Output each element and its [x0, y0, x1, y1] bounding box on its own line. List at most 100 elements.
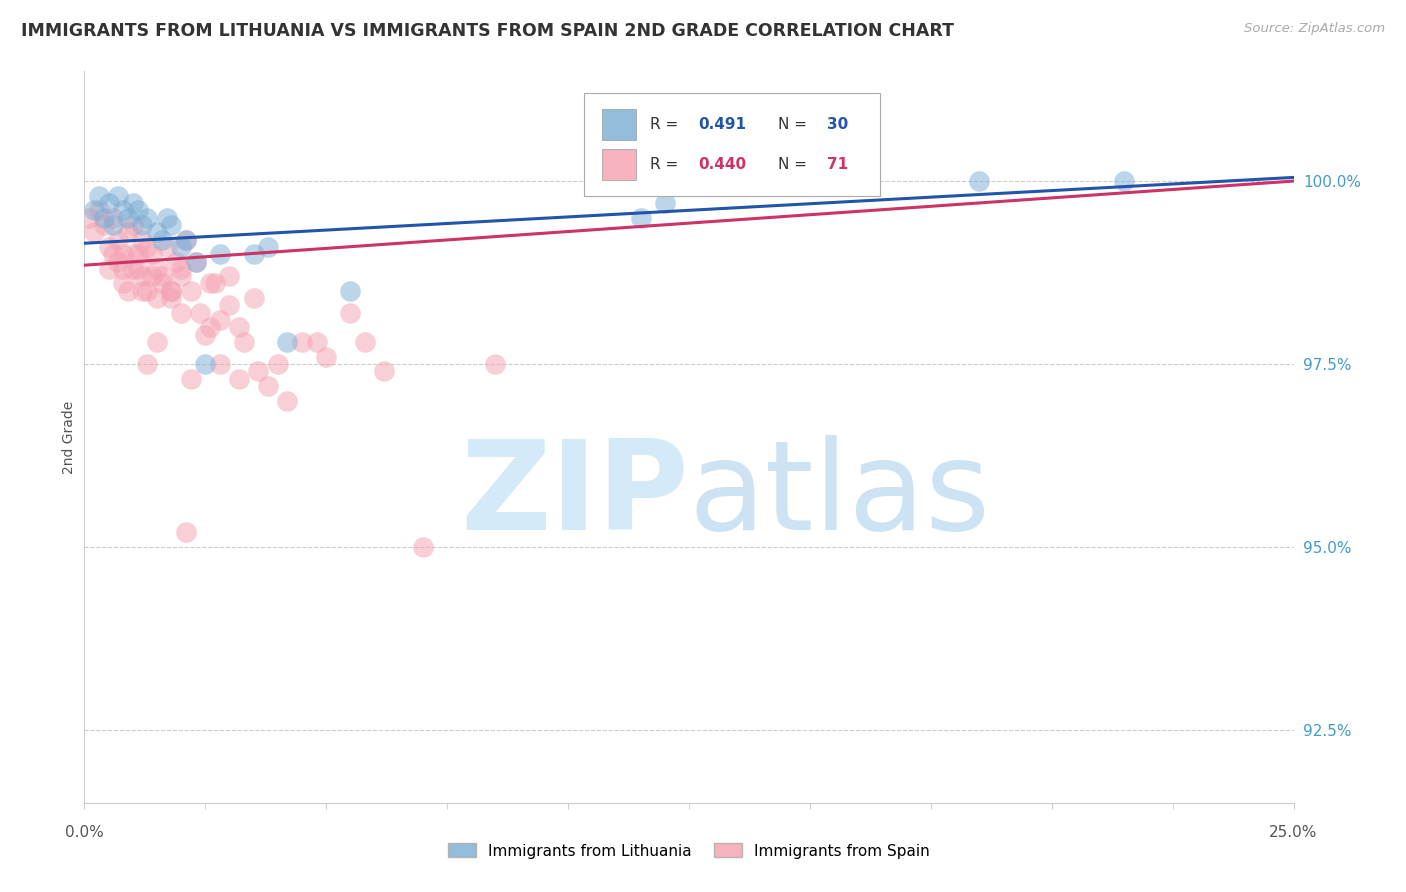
Point [484, 357, 506, 371]
Point [276, 393, 298, 408]
Point [155, 240, 177, 254]
Point [103, 247, 125, 261]
Point [247, 364, 270, 378]
Point [160, 284, 183, 298]
Point [150, 233, 173, 247]
Point [354, 334, 377, 349]
Point [170, 269, 193, 284]
Point [180, 284, 202, 298]
Text: Source: ZipAtlas.com: Source: ZipAtlas.com [1244, 22, 1385, 36]
Text: 30: 30 [827, 117, 848, 132]
Point [112, 247, 135, 261]
Point [174, 233, 197, 247]
Text: IMMIGRANTS FROM LITHUANIA VS IMMIGRANTS FROM SPAIN 2ND GRADE CORRELATION CHART: IMMIGRANTS FROM LITHUANIA VS IMMIGRANTS … [21, 22, 955, 40]
Point [174, 525, 197, 540]
Point [412, 540, 434, 554]
Point [208, 357, 231, 371]
Point [83, 203, 105, 218]
Point [305, 334, 328, 349]
Point [267, 357, 290, 371]
Point [127, 247, 149, 261]
Point [146, 261, 169, 276]
Legend: Immigrants from Lithuania, Immigrants from Spain: Immigrants from Lithuania, Immigrants fr… [441, 838, 936, 864]
Point [112, 277, 135, 291]
Point [93, 218, 115, 232]
Point [228, 371, 250, 385]
Point [121, 247, 143, 261]
Point [131, 218, 153, 232]
Text: 71: 71 [827, 157, 848, 172]
Point [146, 334, 169, 349]
Y-axis label: 2nd Grade: 2nd Grade [62, 401, 76, 474]
Point [117, 284, 139, 298]
Text: 0.440: 0.440 [699, 157, 747, 172]
Point [160, 284, 183, 298]
Point [208, 247, 231, 261]
Point [107, 188, 129, 202]
Text: 0.491: 0.491 [699, 117, 747, 132]
Text: atlas: atlas [689, 435, 991, 556]
Text: N =: N = [779, 117, 813, 132]
Point [83, 225, 105, 239]
Point [121, 218, 143, 232]
Point [127, 203, 149, 218]
Point [208, 313, 231, 327]
Point [87, 188, 110, 202]
Point [967, 174, 990, 188]
Point [136, 240, 159, 254]
Point [315, 350, 337, 364]
Point [170, 240, 193, 254]
Point [146, 225, 169, 239]
Point [131, 233, 153, 247]
Point [103, 218, 125, 232]
Point [93, 211, 115, 225]
Point [136, 357, 159, 371]
Point [228, 320, 250, 334]
Point [165, 254, 187, 268]
Point [112, 261, 135, 276]
Text: R =: R = [650, 157, 683, 172]
Point [180, 371, 202, 385]
Point [174, 233, 197, 247]
Bar [602, 110, 636, 140]
Point [155, 211, 177, 225]
Text: ZIP: ZIP [460, 435, 689, 556]
Point [112, 203, 135, 218]
Point [194, 357, 217, 371]
Point [160, 291, 183, 305]
Point [204, 277, 226, 291]
Point [136, 284, 159, 298]
Point [291, 334, 314, 349]
Point [87, 203, 110, 218]
Point [141, 247, 163, 261]
Point [194, 327, 217, 342]
Bar [602, 149, 636, 179]
Point [654, 196, 676, 211]
Text: N =: N = [779, 157, 813, 172]
Point [107, 254, 129, 268]
Point [257, 240, 280, 254]
Point [339, 306, 361, 320]
Point [184, 254, 207, 268]
Point [160, 218, 183, 232]
Point [170, 261, 193, 276]
Point [218, 269, 240, 284]
Point [373, 364, 395, 378]
Text: R =: R = [650, 117, 683, 132]
Point [131, 284, 153, 298]
Point [184, 254, 207, 268]
Point [1114, 174, 1136, 188]
Text: 0.0%: 0.0% [65, 825, 104, 839]
Point [127, 261, 149, 276]
Point [775, 174, 797, 188]
Point [107, 233, 129, 247]
Point [131, 269, 153, 284]
Point [117, 225, 139, 239]
Point [141, 269, 163, 284]
Point [198, 320, 221, 334]
Point [121, 261, 143, 276]
Point [77, 211, 100, 225]
Point [339, 284, 361, 298]
Point [97, 240, 120, 254]
Point [136, 211, 159, 225]
